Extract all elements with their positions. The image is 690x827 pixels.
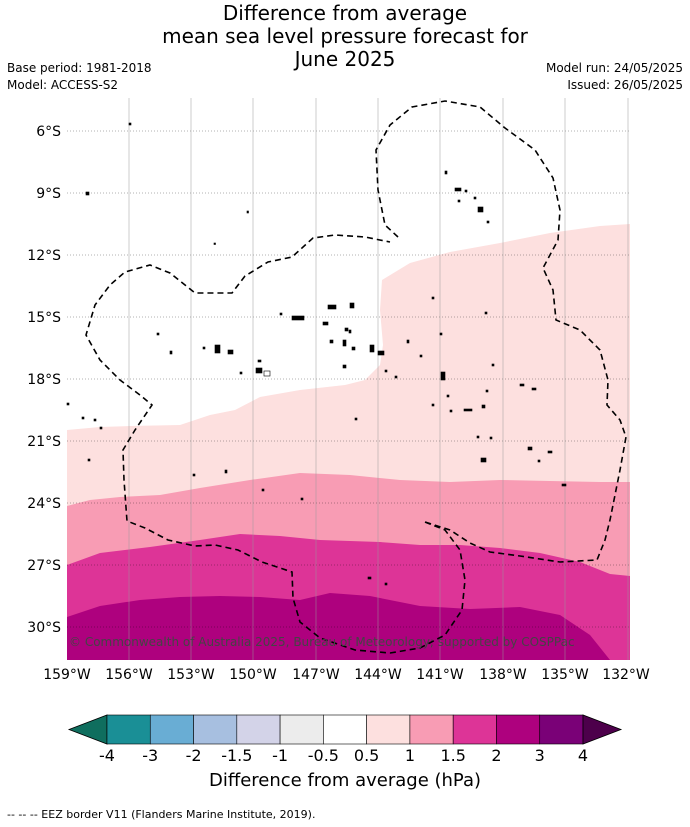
lat-label: 12°S — [27, 248, 61, 264]
colorbar-tick-label: -3 — [142, 746, 158, 765]
colorbar-segment — [279, 714, 324, 745]
colorbar-tick-label: 1.5 — [440, 746, 465, 765]
lon-labels: 159°W 156°W 153°W 150°W 147°W 144°W 141°… — [43, 667, 650, 683]
colorbar-tick-label: 4 — [578, 746, 588, 765]
colorbar-tick-label: -2 — [186, 746, 202, 765]
lat-label: 6°S — [36, 124, 61, 140]
issued-date: Issued: 26/05/2025 — [567, 78, 683, 92]
colorbar-segment — [539, 714, 584, 745]
colorbar-segment — [409, 714, 454, 745]
colorbar-segment — [106, 714, 151, 745]
map-title: Difference from average mean sea level p… — [0, 2, 690, 71]
colorbar-under-arrow — [67, 714, 108, 745]
colorbar-tick-label: 1 — [405, 746, 415, 765]
lat-labels: 6°S 9°S 12°S 15°S 18°S 21°S 24°S 27°S 30… — [27, 124, 61, 636]
colorbar-tick-label: -4 — [99, 746, 115, 765]
title-line-2: mean sea level pressure forecast for — [162, 24, 528, 48]
model-run: Model run: 24/05/2025 — [545, 61, 683, 75]
colorbar — [67, 714, 623, 745]
colorbar-segment — [366, 714, 411, 745]
lon-label: 147°W — [292, 667, 340, 683]
lon-label: 141°W — [416, 667, 464, 683]
lat-label: 15°S — [27, 310, 61, 326]
colorbar-tick-label: -1 — [272, 746, 288, 765]
colorbar-segment — [496, 714, 541, 745]
lat-label: 9°S — [36, 186, 61, 202]
eez-note: -- -- -- EEZ border V11 (Flanders Marine… — [7, 808, 316, 821]
lon-label: 144°W — [354, 667, 402, 683]
lat-label: 21°S — [27, 434, 61, 450]
colorbar-tick-label: -1.5 — [221, 746, 252, 765]
colorbar-tick-label: 0.5 — [354, 746, 379, 765]
lat-label: 18°S — [27, 372, 61, 388]
lon-label: 150°W — [229, 667, 277, 683]
colorbar-tick-label: 2 — [491, 746, 501, 765]
lon-label: 132°W — [602, 667, 650, 683]
map-panel: © Commonwealth of Australia 2025, Bureau… — [66, 98, 630, 660]
lon-label: 156°W — [105, 667, 153, 683]
colorbar-tick-label: -0.5 — [308, 746, 339, 765]
colorbar-over-arrow — [582, 714, 623, 745]
lon-label: 138°W — [479, 667, 527, 683]
lat-label: 24°S — [27, 496, 61, 512]
lat-label: 27°S — [27, 558, 61, 574]
eez-borders — [85, 100, 627, 654]
copyright-text: © Commonwealth of Australia 2025, Bureau… — [69, 635, 575, 649]
meridians — [128, 98, 629, 660]
meta-right: Model run: 24/05/2025 Issued: 26/05/2025 — [546, 60, 683, 94]
colorbar-title: Difference from average (hPa) — [208, 770, 482, 791]
colorbar-segment — [236, 714, 281, 745]
base-period: Base period: 1981-2018 — [7, 61, 152, 75]
title-line-3: June 2025 — [294, 47, 396, 71]
title-line-1: Difference from average — [222, 1, 468, 25]
meta-left: Base period: 1981-2018 Model: ACCESS-S2 — [7, 60, 152, 94]
lon-label: 159°W — [43, 667, 91, 683]
model-name: Model: ACCESS-S2 — [7, 78, 119, 92]
colorbar-tick-label: 3 — [535, 746, 545, 765]
colorbar-segment — [193, 714, 238, 745]
lon-label: 153°W — [167, 667, 215, 683]
lat-label: 30°S — [27, 620, 61, 636]
colorbar-segment — [452, 714, 497, 745]
band-2-3 — [67, 593, 610, 660]
colorbar-segment — [149, 714, 194, 745]
lon-label: 135°W — [541, 667, 589, 683]
colorbar-segment — [323, 714, 367, 745]
gridlines — [67, 130, 630, 628]
islands — [66, 122, 567, 586]
colorbar-tick-labels: -4 -3 -2 -1.5 -1 -0.5 0.5 1 1.5 2 3 4 — [99, 746, 588, 765]
